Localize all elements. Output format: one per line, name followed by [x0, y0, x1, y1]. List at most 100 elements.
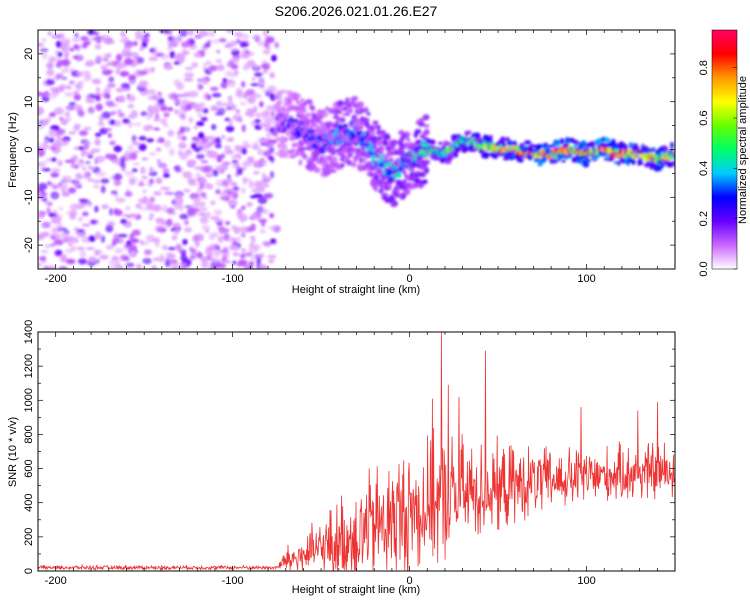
colorbar-tick-label: 0.4	[698, 161, 710, 176]
noise-blob	[174, 196, 184, 205]
signal-blob	[438, 141, 443, 146]
noise-blob	[224, 259, 231, 264]
y-tick-label: 600	[23, 459, 35, 477]
signal-blob	[651, 147, 656, 152]
noise-blob	[81, 211, 89, 217]
noise-blob	[204, 228, 210, 234]
noise-blob	[224, 228, 230, 233]
signal-blob	[366, 161, 372, 166]
noise-blob	[139, 207, 147, 211]
noise-blob	[231, 245, 240, 251]
noise-blob	[54, 107, 65, 115]
y-tick-label: 1400	[23, 320, 35, 344]
signal-blob	[422, 123, 430, 128]
signal-blob	[672, 152, 675, 159]
noise-blob	[40, 231, 50, 238]
signal-blob	[348, 108, 353, 112]
noise-blob	[58, 232, 67, 240]
signal-blob	[402, 170, 407, 175]
noise-blob	[132, 41, 138, 47]
signal-blob	[391, 139, 398, 146]
noise-blob	[178, 142, 187, 150]
noise-blob	[124, 191, 133, 197]
noise-blob	[48, 129, 58, 137]
noise-blob	[216, 263, 227, 269]
noise-blob	[210, 86, 219, 92]
signal-blob	[309, 159, 315, 165]
noise-blob	[94, 44, 102, 50]
noise-blob	[79, 198, 90, 205]
noise-blob	[209, 150, 219, 159]
noise-blob	[83, 73, 92, 82]
noise-blob	[265, 123, 271, 127]
noise-blob	[175, 165, 181, 173]
signal-blob	[331, 169, 337, 173]
noise-blob	[224, 188, 234, 194]
noise-blob	[94, 139, 102, 146]
noise-blob	[246, 201, 253, 207]
noise-blob	[150, 69, 155, 73]
noise-blob	[148, 171, 158, 177]
signal-blob	[312, 123, 318, 128]
signal-blob	[286, 100, 293, 104]
signal-blob	[391, 146, 396, 151]
noise-blob	[46, 202, 53, 207]
noise-blob	[97, 122, 105, 126]
noise-blob	[262, 30, 269, 38]
signal-blob	[360, 107, 365, 114]
noise-blob	[55, 73, 64, 80]
noise-blob	[110, 190, 118, 195]
noise-blob	[73, 104, 83, 110]
noise-blob	[73, 164, 80, 169]
noise-blob	[257, 39, 264, 47]
noise-blob	[50, 191, 60, 200]
noise-blob	[192, 234, 199, 243]
noise-blob	[231, 191, 239, 200]
noise-blob	[92, 78, 102, 85]
signal-blob	[308, 126, 313, 131]
noise-blob	[269, 170, 275, 179]
signal-blob	[405, 132, 411, 137]
noise-blob	[128, 74, 137, 81]
y-tick-label: 1200	[23, 354, 35, 378]
signal-blob	[342, 123, 349, 128]
noise-blob	[62, 175, 72, 181]
noise-blob	[202, 142, 208, 148]
noise-blob	[239, 253, 246, 259]
noise-blob	[193, 125, 199, 130]
noise-blob	[64, 50, 70, 57]
noise-blob	[235, 236, 242, 244]
noise-blob	[262, 241, 272, 246]
noise-blob	[230, 40, 238, 47]
noise-blob	[83, 143, 90, 150]
snr-y-axis: 0 200 400 600 800 1000 1200 1400	[23, 320, 675, 574]
noise-blob	[212, 231, 219, 238]
noise-blob	[229, 73, 239, 77]
signal-blob	[349, 152, 354, 158]
signal-blob	[378, 145, 385, 152]
colorbar-tick-label: 0.2	[698, 211, 710, 226]
noise-blob	[82, 165, 87, 172]
noise-blob	[114, 247, 124, 254]
noise-blob	[269, 212, 275, 219]
signal-blob	[316, 119, 322, 123]
noise-blob	[134, 35, 144, 41]
noise-blob	[189, 38, 195, 45]
noise-blob	[130, 110, 138, 119]
noise-blob	[215, 189, 221, 195]
noise-blob	[214, 112, 224, 116]
x-tick-label: 0	[407, 273, 413, 285]
noise-blob	[184, 66, 194, 71]
noise-blob	[119, 156, 126, 163]
signal-blob	[453, 152, 459, 158]
noise-blob	[218, 249, 229, 254]
noise-blob	[169, 257, 175, 266]
spectrogram-marks	[38, 30, 675, 269]
noise-blob	[61, 69, 66, 75]
noise-blob	[151, 204, 162, 212]
noise-blob	[128, 250, 138, 258]
signal-blob	[671, 160, 675, 167]
noise-blob	[100, 178, 110, 184]
noise-blob	[239, 42, 250, 48]
noise-blob	[165, 190, 170, 196]
